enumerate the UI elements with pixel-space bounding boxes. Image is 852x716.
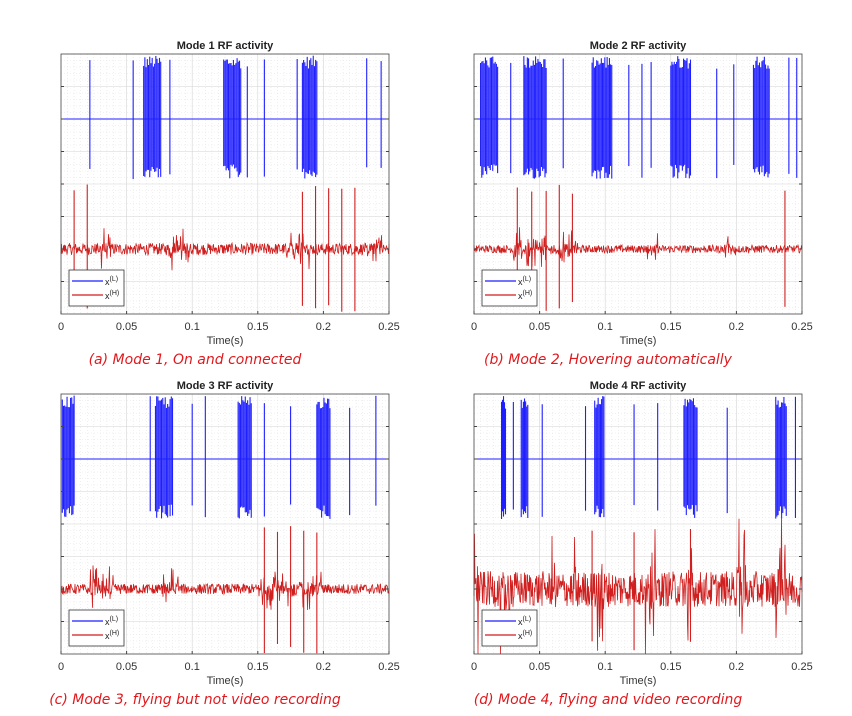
grid: [61, 54, 389, 314]
subplot-1: 0 0.05 0.1 0.15 0.2 0.25 Mode 1 RF activity Tim…: [58, 40, 400, 368]
x-tick-label: 0.15: [660, 321, 681, 333]
x-tick-label: 0.25: [791, 321, 812, 333]
x-tick-label: 0: [471, 321, 477, 333]
x-tick-label: 0.2: [316, 661, 331, 673]
x-tick-label: 0.25: [791, 661, 812, 673]
x-tick-label: 0.2: [729, 661, 744, 673]
x-tick-label: 0.25: [378, 321, 399, 333]
legend-box: [68, 609, 125, 647]
legend-label: x(L): [105, 276, 118, 287]
series-x-L: [61, 55, 389, 180]
x-axis-label: Time(s): [207, 675, 244, 687]
noise-trace: [473, 513, 803, 655]
subfigure-caption: (d) Mode 4, flying and video recording: [474, 692, 743, 708]
legend-box: [481, 609, 538, 647]
chart-title: Mode 1 RF activity: [177, 40, 274, 52]
subplot-4: 0 0.05 0.1 0.15 0.2 0.25 Mode 4 RF activity Tim…: [471, 380, 813, 708]
legend-label-base: x: [105, 291, 110, 301]
x-tick-label: 0.25: [378, 661, 399, 673]
chart-title: Mode 3 RF activity: [177, 380, 274, 392]
series-x-H: [60, 526, 390, 654]
grid: [61, 394, 389, 654]
x-tick-label: 0: [58, 661, 64, 673]
series-x-H: [473, 513, 803, 655]
legend-label-base: x: [518, 277, 523, 287]
x-tick-label: 0.15: [660, 661, 681, 673]
series-x-L: [474, 56, 802, 179]
legend-label-base: x: [518, 631, 523, 641]
x-tick-label: 0.2: [729, 321, 744, 333]
x-tick-label: 0.05: [529, 321, 550, 333]
x-tick-label: 0.1: [598, 661, 613, 673]
x-tick-label: 0.15: [247, 321, 268, 333]
series-x-L: [474, 396, 802, 520]
chart-title: Mode 4 RF activity: [590, 380, 687, 392]
noise-trace: [473, 227, 803, 267]
legend-label: x(L): [518, 276, 531, 287]
x-tick-label: 0: [58, 321, 64, 333]
subplot-3: 0 0.05 0.1 0.15 0.2 0.25 Mode 3 RF activity Tim…: [49, 380, 400, 708]
legend: x(L)x(H): [481, 269, 538, 307]
legend-label: x(H): [518, 630, 532, 641]
legend-label-base: x: [105, 631, 110, 641]
legend-label-superscript: (H): [110, 290, 120, 297]
legend-label-superscript: (L): [110, 276, 119, 283]
series-x-H: [473, 184, 803, 311]
noise-trace: [60, 228, 390, 271]
legend: x(L)x(H): [68, 609, 125, 647]
subfigure-caption: (b) Mode 2, Hovering automatically: [484, 352, 733, 368]
legend-label-base: x: [518, 291, 523, 301]
legend-box: [68, 269, 125, 307]
legend-box: [481, 269, 538, 307]
x-tick-label: 0.1: [598, 321, 613, 333]
series-x-L: [61, 395, 389, 519]
x-axis-label: Time(s): [620, 675, 657, 687]
subfigure-caption: (a) Mode 1, On and connected: [89, 352, 302, 368]
x-tick-label: 0.05: [116, 661, 137, 673]
legend-label: x(L): [105, 616, 118, 627]
subfigure-caption: (c) Mode 3, flying but not video recordi…: [49, 692, 341, 708]
x-tick-label: 0.2: [316, 321, 331, 333]
legend-label-base: x: [518, 617, 523, 627]
legend-label-superscript: (L): [110, 616, 119, 623]
x-tick-label: 0: [471, 661, 477, 673]
x-tick-label: 0.1: [185, 321, 200, 333]
subplot-2: 0 0.05 0.1 0.15 0.2 0.25 Mode 2 RF activity Tim…: [471, 40, 813, 368]
legend-label: x(H): [105, 630, 119, 641]
legend: x(L)x(H): [481, 609, 538, 647]
legend-label-superscript: (H): [523, 290, 533, 297]
legend: x(L)x(H): [68, 269, 125, 307]
legend-label: x(L): [518, 616, 531, 627]
legend-label: x(H): [105, 290, 119, 301]
x-tick-label: 0.05: [529, 661, 550, 673]
x-axis-label: Time(s): [620, 335, 657, 347]
legend-label-superscript: (L): [523, 276, 532, 283]
chart-title: Mode 2 RF activity: [590, 40, 687, 52]
x-axis-label: Time(s): [207, 335, 244, 347]
legend-label-base: x: [105, 277, 110, 287]
legend-label-superscript: (H): [523, 630, 533, 637]
noise-trace: [60, 565, 390, 611]
legend-label: x(H): [518, 290, 532, 301]
x-tick-label: 0.05: [116, 321, 137, 333]
legend-label-base: x: [105, 617, 110, 627]
x-tick-label: 0.15: [247, 661, 268, 673]
x-tick-label: 0.1: [185, 661, 200, 673]
legend-label-superscript: (L): [523, 616, 532, 623]
legend-label-superscript: (H): [110, 630, 120, 637]
